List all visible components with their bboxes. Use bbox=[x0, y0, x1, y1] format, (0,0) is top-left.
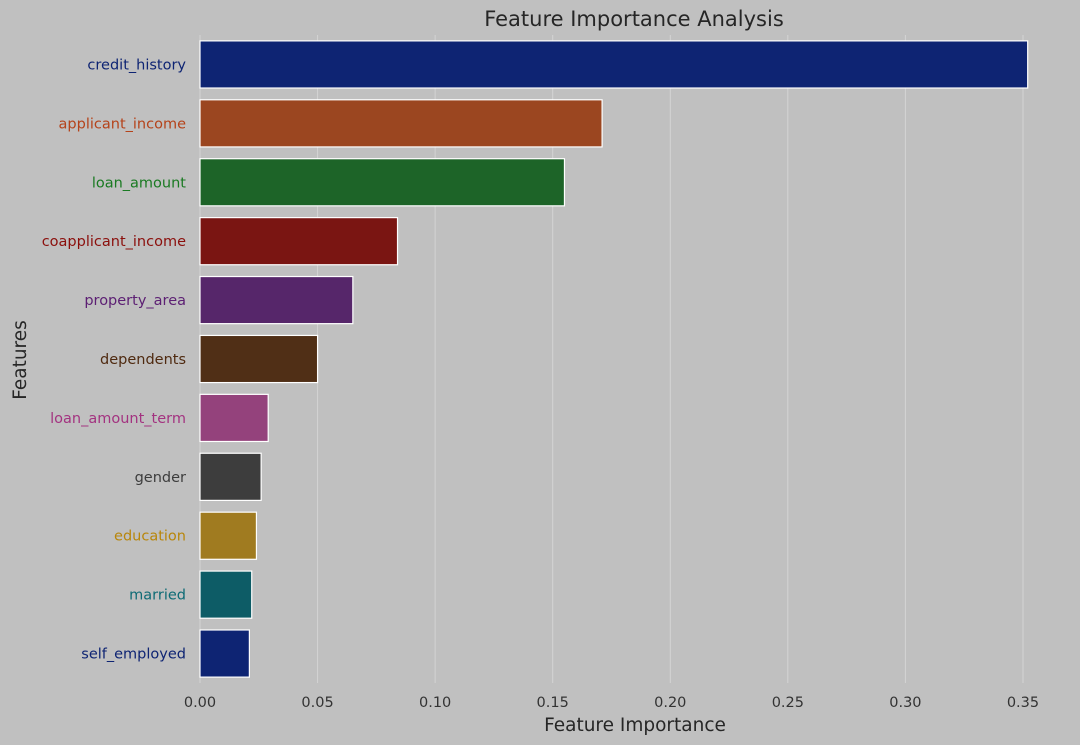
category-label-education: education bbox=[114, 529, 186, 545]
bar-loan-amount bbox=[199, 158, 566, 207]
bar-married bbox=[199, 570, 253, 619]
chart-title: Feature Importance Analysis bbox=[484, 7, 784, 31]
bar-layer bbox=[199, 40, 1029, 678]
category-label-self-employed: self_employed bbox=[81, 647, 186, 663]
bar-gender bbox=[199, 452, 262, 501]
category-label-dependents: dependents bbox=[100, 352, 186, 368]
bar-property-area bbox=[199, 275, 354, 325]
category-label-loan-amount-term: loan_amount_term bbox=[50, 411, 186, 427]
bar-self-employed bbox=[199, 629, 250, 678]
category-label-coapplicant-income: coapplicant_income bbox=[42, 234, 186, 250]
bar-coapplicant-income bbox=[199, 217, 399, 266]
category-label-property-area: property_area bbox=[84, 293, 186, 309]
x-tick-label: 0.05 bbox=[301, 695, 333, 711]
x-tick-layer: 0.00 0.05 0.10 0.15 0.20 0.25 0.30 0.35 bbox=[184, 695, 1039, 711]
bar-education bbox=[199, 511, 258, 560]
bar-applicant-income bbox=[199, 99, 603, 148]
bar-dependents bbox=[199, 334, 319, 384]
category-label-loan-amount: loan_amount bbox=[92, 175, 186, 191]
x-tick-label: 0.20 bbox=[654, 695, 686, 711]
x-axis-title: Feature Importance bbox=[544, 715, 726, 736]
x-tick-label: 0.25 bbox=[772, 695, 804, 711]
category-label-married: married bbox=[129, 588, 186, 604]
x-tick-label: 0.30 bbox=[889, 695, 921, 711]
x-tick-label: 0.35 bbox=[1007, 695, 1039, 711]
bar-credit-history bbox=[199, 40, 1029, 89]
bar-loan-amount-term bbox=[199, 393, 269, 443]
x-tick-label: 0.00 bbox=[184, 695, 216, 711]
category-label-layer: credit_history applicant_income loan_amoun… bbox=[42, 57, 187, 662]
category-label-gender: gender bbox=[135, 470, 186, 486]
category-label-credit-history: credit_history bbox=[87, 57, 186, 73]
category-label-applicant-income: applicant_income bbox=[59, 116, 187, 132]
x-tick-label: 0.10 bbox=[419, 695, 451, 711]
y-axis-title: Features bbox=[10, 320, 31, 400]
x-tick-label: 0.15 bbox=[537, 695, 569, 711]
